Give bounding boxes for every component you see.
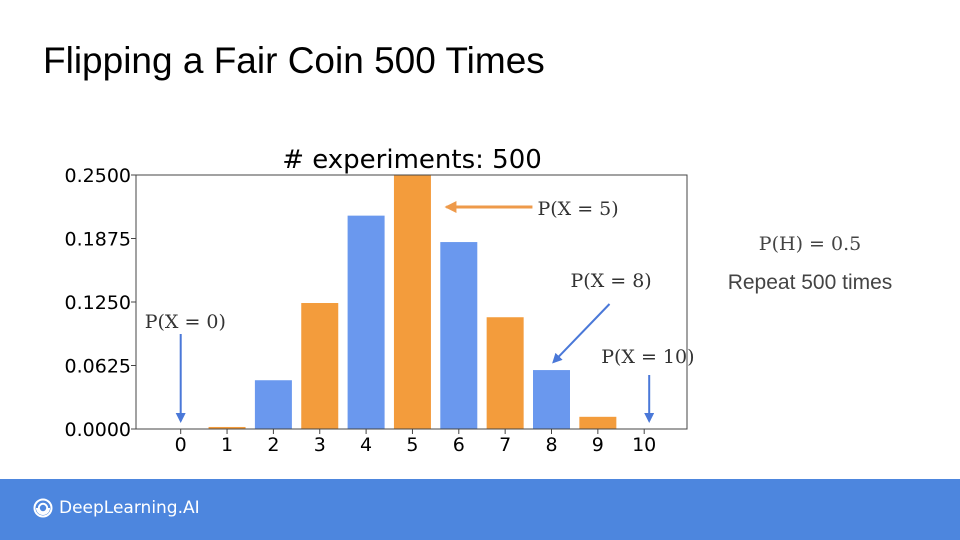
x-tick-label: 2 [267, 434, 279, 456]
bar-8 [533, 370, 570, 429]
x-tick-label: 8 [545, 434, 557, 456]
repeat-label: Repeat 500 times [727, 271, 893, 294]
bar-5 [393, 175, 431, 429]
annotation-label-10: P(X = 10) [601, 346, 694, 368]
bars-group [208, 175, 617, 429]
x-tick-label: 7 [499, 434, 511, 456]
annotation-label-0: P(X = 0) [145, 311, 226, 333]
y-tick-label: 0.0625 [65, 356, 131, 378]
x-axis-ticks: 0 1 2 3 4 5 6 7 8 9 10 [175, 429, 656, 456]
y-axis-ticks: 0.0000 0.0625 0.1250 0.1875 0.2500 [65, 165, 136, 441]
annotations-group: P(X = 0) P(X = 5) P(X = 8) P(X = 10) [145, 198, 695, 423]
x-tick-label: 10 [632, 434, 656, 456]
x-tick-label: 5 [406, 434, 418, 456]
bar-4 [347, 215, 385, 429]
deeplearning-logo-icon [33, 498, 53, 518]
brand-name: DeepLearning.AI [59, 498, 200, 518]
brand: DeepLearning.AI [33, 498, 200, 518]
x-tick-label: 0 [175, 434, 187, 456]
annotation-arrow-8 [552, 303, 611, 364]
x-tick-label: 4 [360, 434, 372, 456]
y-tick-label: 0.2500 [65, 165, 131, 187]
y-tick-label: 0.1250 [65, 292, 131, 314]
bar-7 [486, 317, 524, 429]
bar-9 [579, 416, 617, 429]
bar-1 [208, 426, 246, 429]
slide-title: Flipping a Fair Coin 500 Times [43, 40, 545, 81]
x-tick-label: 9 [592, 434, 604, 456]
probability-of-heads: P(H) = 0.5 [758, 233, 862, 255]
annotation-label-5: P(X = 5) [537, 198, 618, 220]
y-tick-label: 0.0000 [65, 419, 131, 441]
bar-3 [301, 303, 339, 429]
footer-bar [0, 479, 960, 540]
annotation-label-8: P(X = 8) [571, 270, 652, 292]
x-tick-label: 3 [314, 434, 326, 456]
bar-6 [440, 242, 478, 429]
y-tick-label: 0.1875 [65, 229, 131, 251]
bar-2 [254, 380, 292, 429]
chart-title: # experiments: 500 [282, 145, 542, 175]
x-tick-label: 1 [221, 434, 233, 456]
bar-chart: # experiments: 500 0.0000 0.0625 0.1250 0.1… [65, 145, 695, 456]
x-tick-label: 6 [453, 434, 465, 456]
